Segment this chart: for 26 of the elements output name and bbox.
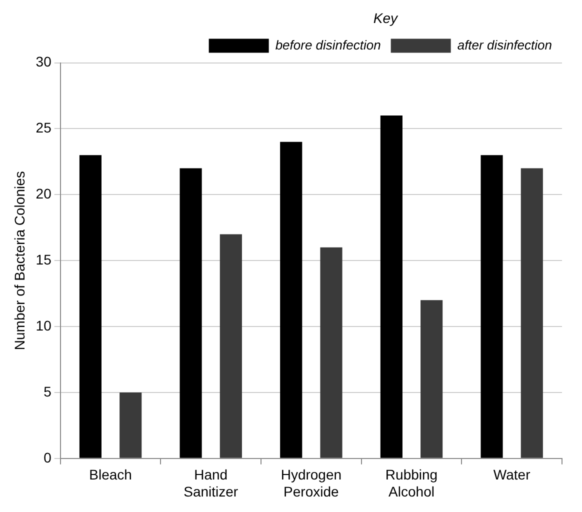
- y-axis-title: Number of Bacteria Colonies: [11, 171, 28, 350]
- x-tick-label: Hand Sanitizer: [184, 466, 238, 500]
- bar: [480, 155, 503, 458]
- y-tick-label: 15: [36, 251, 52, 268]
- y-tick-label: 20: [36, 186, 52, 202]
- bar: [180, 168, 202, 458]
- legend-title: Key: [373, 10, 398, 26]
- legend-label: after disinfection: [457, 37, 552, 52]
- bar: [79, 155, 102, 458]
- y-tick-label: 30: [36, 54, 52, 70]
- y-tick-label: 0: [44, 449, 52, 466]
- bar: [320, 247, 342, 458]
- x-tick-label: Water: [493, 466, 531, 483]
- bar: [520, 168, 543, 458]
- bar: [120, 392, 142, 458]
- bar: [380, 116, 402, 458]
- bar: [280, 142, 302, 458]
- y-tick-label: 25: [36, 120, 52, 136]
- x-tick-label: Hydrogen Peroxide: [280, 466, 342, 500]
- y-tick-label: 5: [44, 383, 52, 400]
- x-tick-label: Bleach: [89, 466, 132, 483]
- bar: [220, 234, 242, 458]
- bar: [420, 300, 443, 458]
- legend-label: before disinfection: [275, 37, 381, 52]
- x-tick-label: Rubbing Alcohol: [385, 466, 438, 500]
- y-tick-label: 10: [36, 317, 52, 334]
